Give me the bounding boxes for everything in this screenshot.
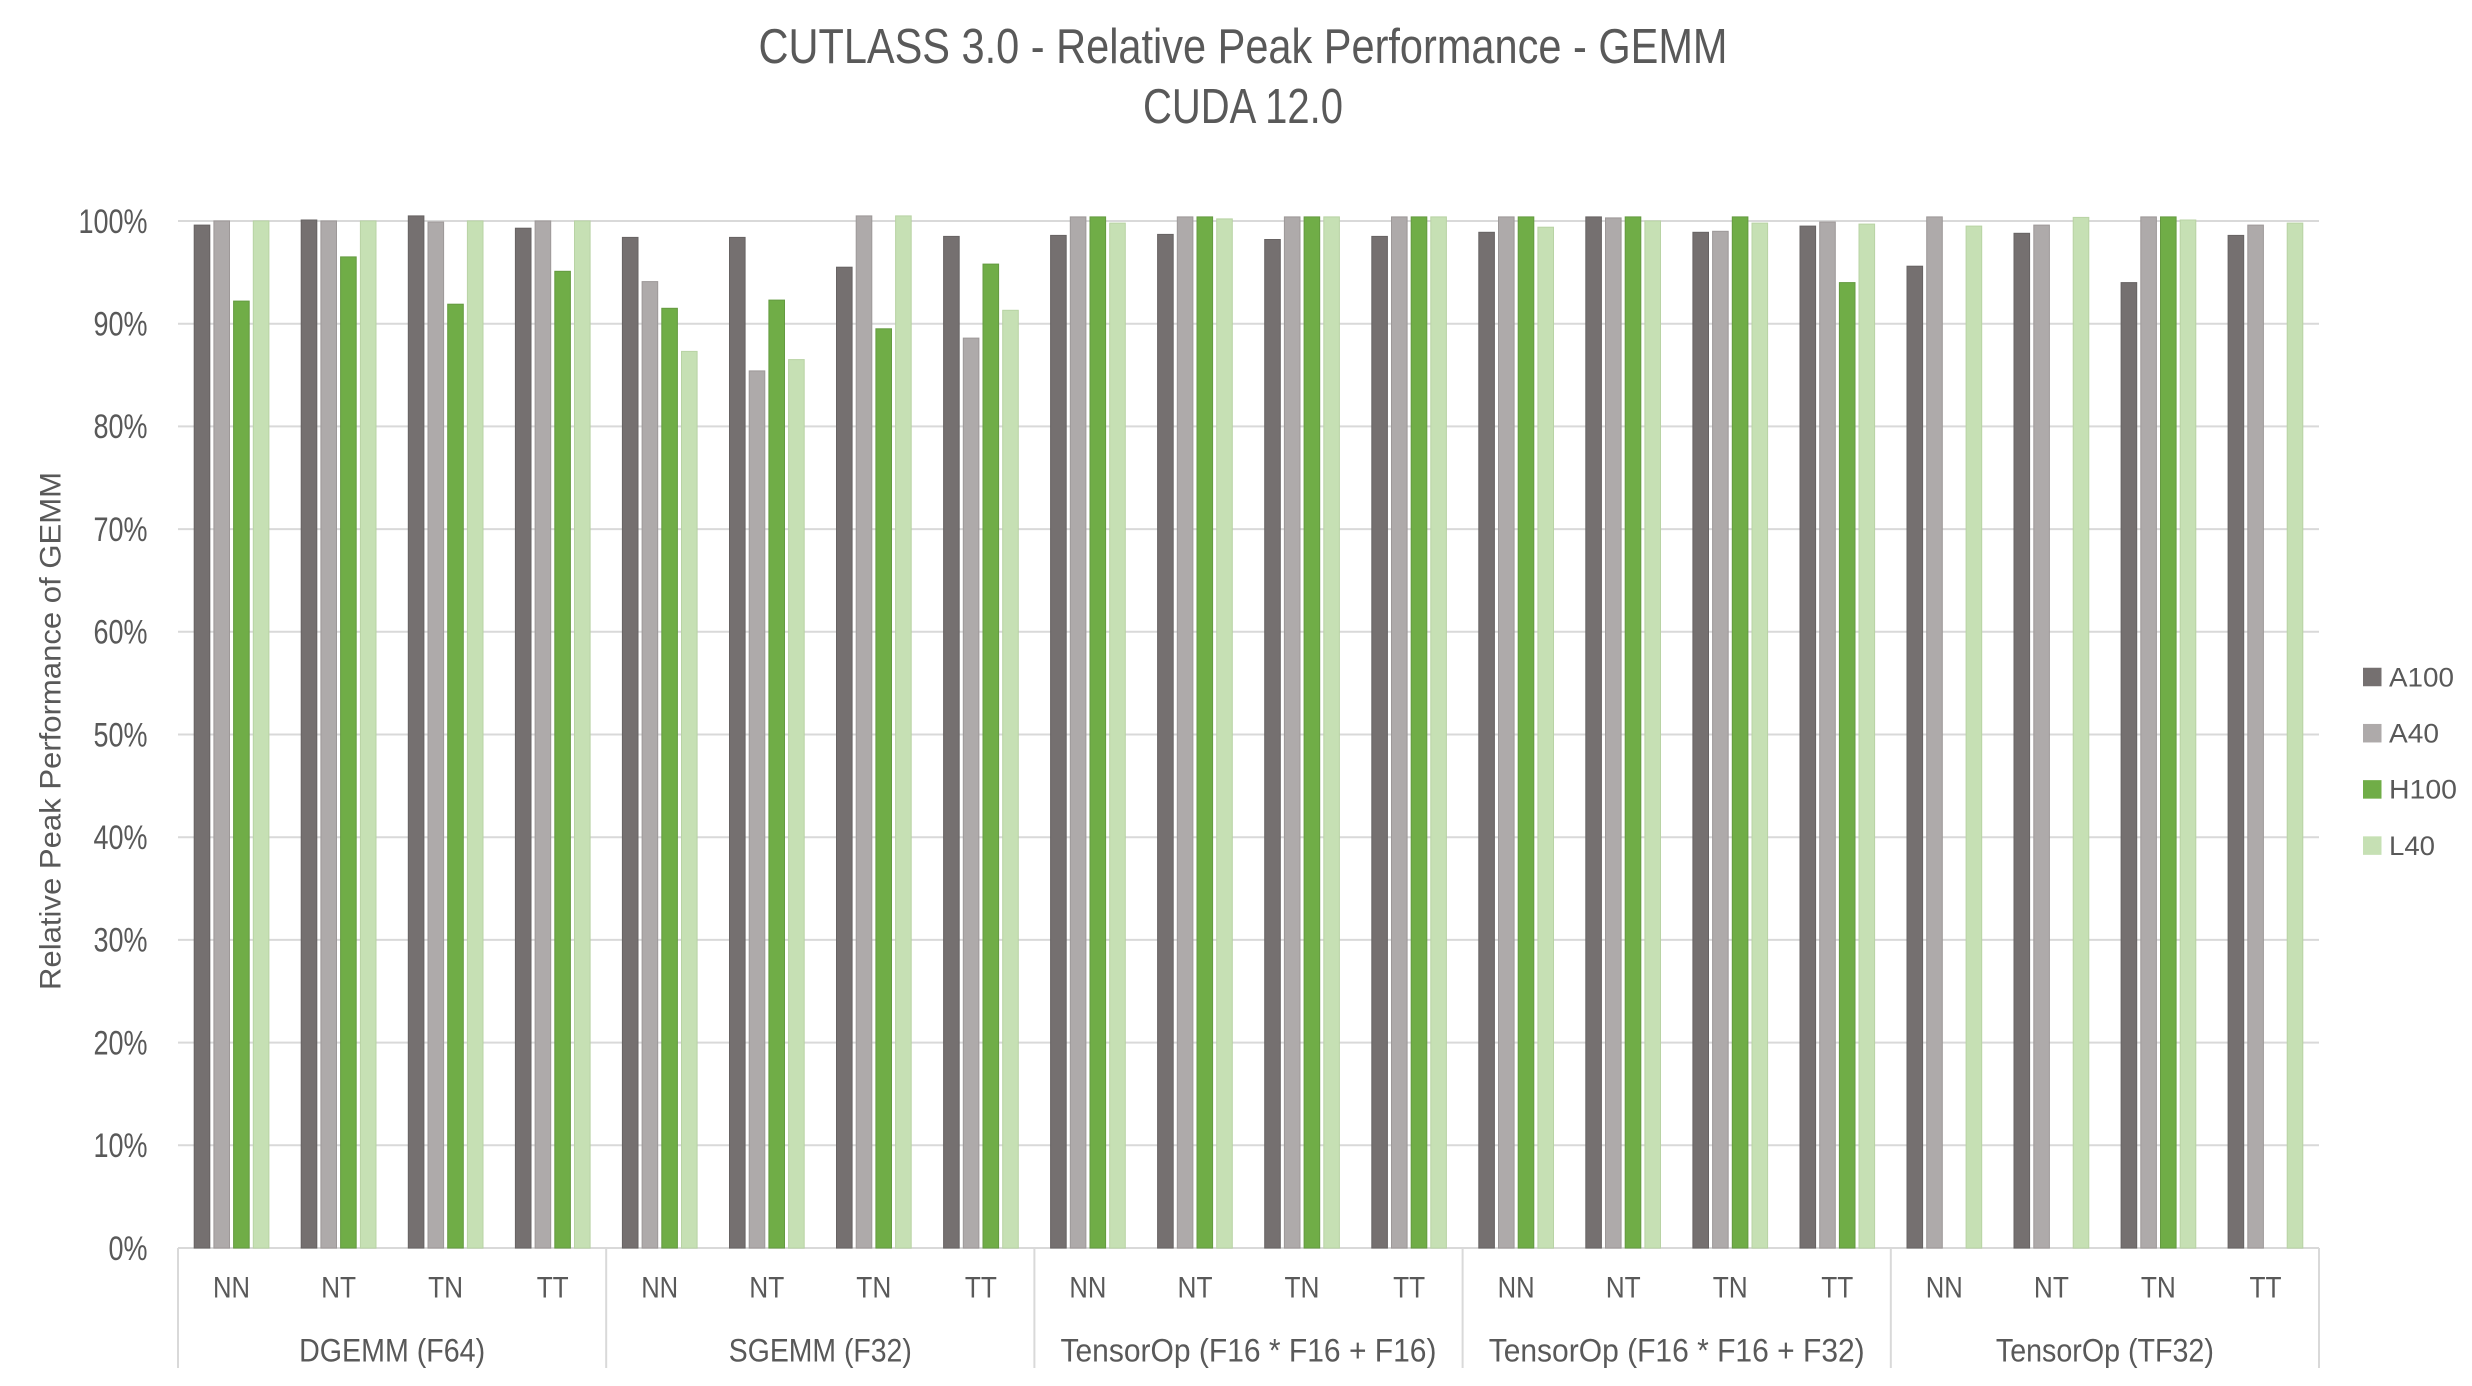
svg-text:H100: H100: [2389, 775, 2457, 805]
svg-text:TN: TN: [1713, 1272, 1748, 1305]
svg-text:60%: 60%: [94, 614, 148, 652]
svg-text:90%: 90%: [94, 306, 148, 344]
svg-text:70%: 70%: [94, 511, 148, 549]
svg-text:TT: TT: [965, 1272, 997, 1305]
svg-text:TN: TN: [856, 1272, 891, 1305]
svg-text:SGEMM (F32): SGEMM (F32): [729, 1333, 912, 1369]
svg-text:NN: NN: [213, 1272, 250, 1305]
svg-text:TT: TT: [2250, 1272, 2282, 1305]
svg-text:50%: 50%: [94, 716, 148, 754]
svg-text:CUDA 12.0: CUDA 12.0: [1143, 80, 1343, 134]
svg-text:A40: A40: [2389, 719, 2439, 749]
svg-text:TT: TT: [1393, 1272, 1425, 1305]
svg-text:TensorOp (F16 * F16 + F32): TensorOp (F16 * F16 + F32): [1489, 1333, 1865, 1369]
svg-text:NT: NT: [749, 1272, 784, 1305]
svg-text:NT: NT: [321, 1272, 356, 1305]
svg-text:20%: 20%: [94, 1024, 148, 1062]
svg-text:TN: TN: [1285, 1272, 1320, 1305]
svg-text:0%: 0%: [109, 1230, 148, 1268]
svg-text:30%: 30%: [94, 922, 148, 960]
svg-text:L40: L40: [2389, 831, 2435, 861]
svg-text:A100: A100: [2389, 662, 2454, 692]
svg-text:TT: TT: [1821, 1272, 1853, 1305]
svg-text:DGEMM (F64): DGEMM (F64): [299, 1333, 485, 1369]
svg-text:NN: NN: [641, 1272, 678, 1305]
svg-text:NT: NT: [1606, 1272, 1641, 1305]
svg-text:80%: 80%: [94, 408, 148, 446]
svg-text:100%: 100%: [79, 203, 148, 241]
svg-text:TT: TT: [537, 1272, 569, 1305]
svg-text:NN: NN: [1069, 1272, 1106, 1305]
svg-text:40%: 40%: [94, 819, 148, 857]
svg-text:NT: NT: [1178, 1272, 1213, 1305]
svg-text:TensorOp (F16 * F16 + F16): TensorOp (F16 * F16 + F16): [1061, 1333, 1437, 1369]
svg-text:NN: NN: [1498, 1272, 1535, 1305]
svg-text:TN: TN: [428, 1272, 463, 1305]
svg-text:10%: 10%: [94, 1127, 148, 1165]
svg-text:NT: NT: [2034, 1272, 2069, 1305]
svg-text:Relative Peak Performance of G: Relative Peak Performance of GEMM: [35, 472, 68, 990]
svg-text:TN: TN: [2141, 1272, 2176, 1305]
svg-text:CUTLASS 3.0 - Relative Peak Pe: CUTLASS 3.0 - Relative Peak Performance …: [759, 20, 1728, 74]
svg-text:TensorOp (TF32): TensorOp (TF32): [1996, 1333, 2214, 1369]
svg-text:NN: NN: [1926, 1272, 1963, 1305]
